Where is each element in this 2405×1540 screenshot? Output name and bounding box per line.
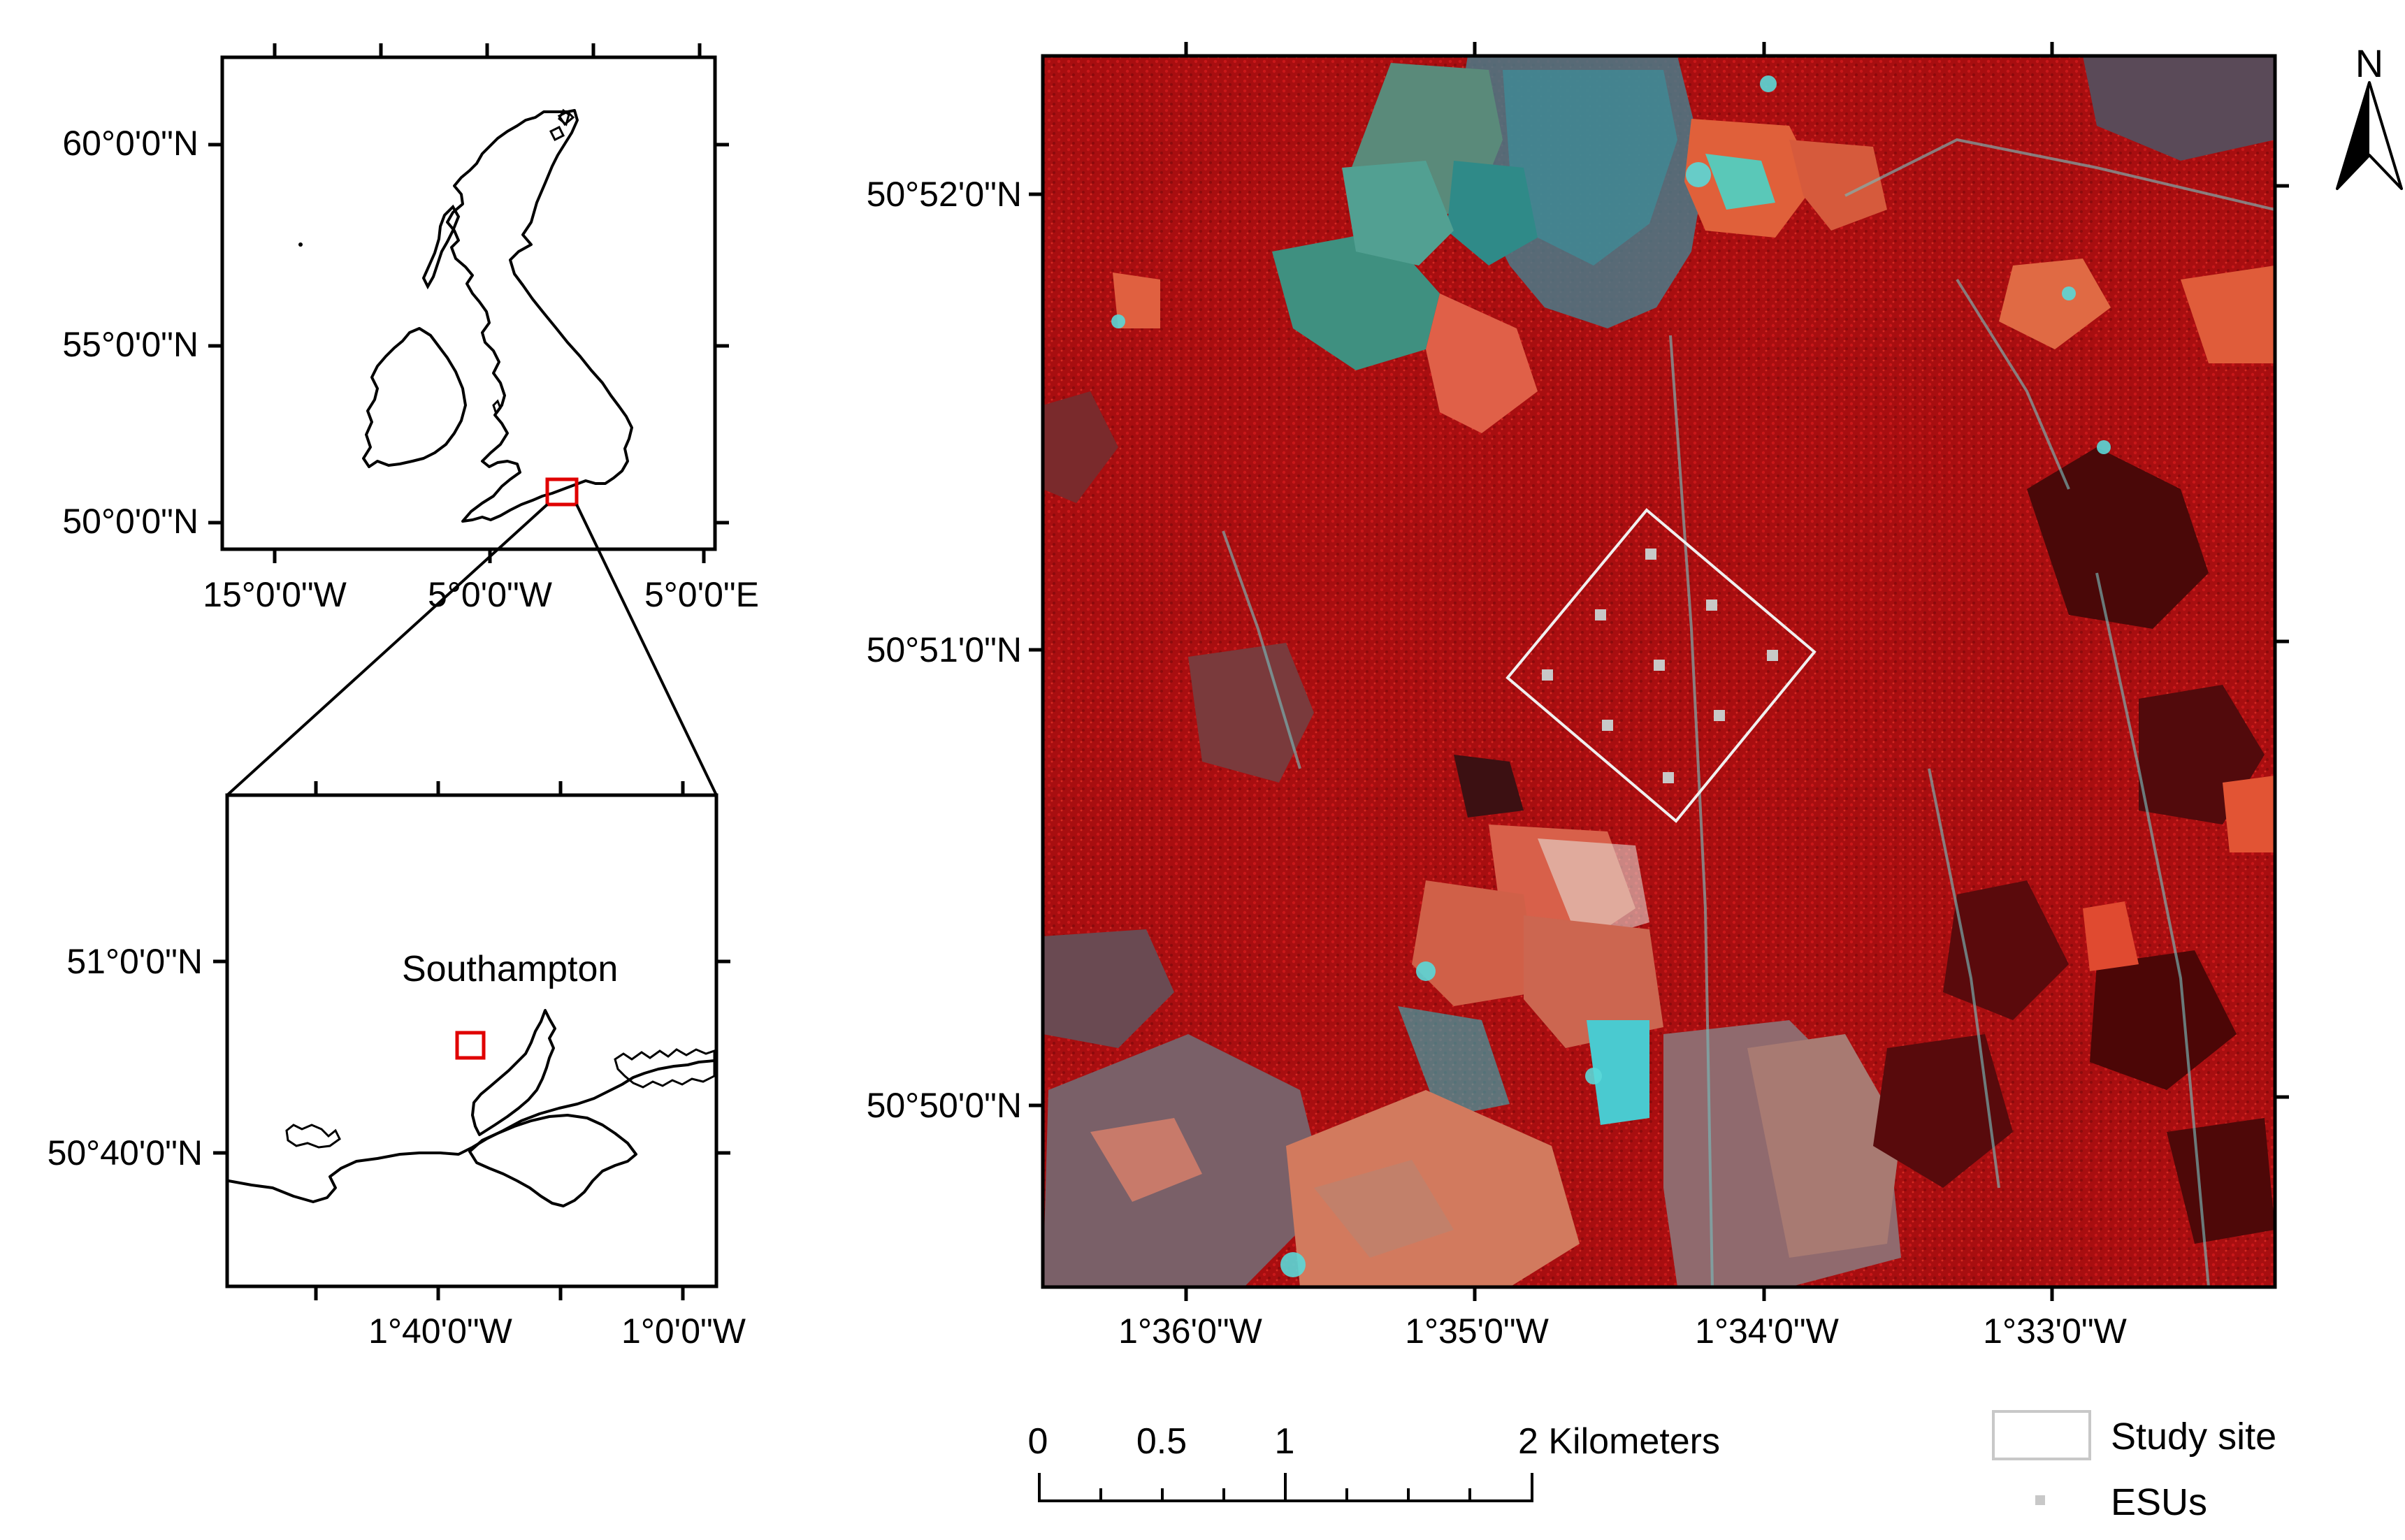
scale-bar-label: 2 Kilometers — [1518, 1421, 1720, 1462]
overview-lat-label: 60°0'0"N — [62, 124, 198, 163]
scale-bar-label: 1 — [1275, 1421, 1295, 1462]
overview-map: 60°0'0"N 55°0'0"N 50°0'0"N 15°0'0"W 5°0'… — [62, 43, 759, 797]
overview-locator-box — [545, 477, 579, 507]
esu-marker — [1602, 720, 1613, 731]
study-lat-label: 50°52'0"N — [867, 175, 1022, 214]
overview-lon-label: 5°0'0"E — [644, 575, 759, 614]
portsmouth-harbour-outline — [614, 1048, 716, 1089]
regional-lat-label: 50°40'0"N — [48, 1133, 203, 1172]
legend-study-site-symbol — [1992, 1410, 2091, 1460]
regional-map-frame — [225, 793, 718, 1288]
isle-of-man-outline — [492, 399, 502, 416]
legend-esu-symbol — [2035, 1495, 2045, 1505]
regional-ticks — [213, 781, 730, 1300]
study-lat-label: 50°51'0"N — [867, 630, 1022, 669]
esu-marker — [1663, 772, 1674, 783]
study-map-ticks — [1029, 42, 2289, 1301]
false-color-imagery — [1043, 56, 2275, 1287]
esu-markers — [1542, 549, 1778, 783]
isle-of-wight-outline — [468, 1114, 637, 1207]
hebrides-outline — [421, 204, 461, 290]
overview-lon-label: 15°0'0"W — [203, 575, 347, 614]
esu-marker — [1714, 710, 1725, 721]
ireland-outline — [362, 327, 467, 468]
esu-marker — [1654, 660, 1665, 671]
overview-lat-label: 50°0'0"N — [62, 502, 198, 541]
great-britain-outline — [446, 109, 633, 523]
north-arrow-label: N — [2355, 41, 2383, 85]
southampton-label: Southampton — [402, 949, 618, 989]
esu-marker — [1706, 600, 1717, 611]
regional-lon-label: 1°0'0"W — [621, 1312, 746, 1351]
legend-study-site-label: Study site — [2111, 1416, 2276, 1458]
esu-marker — [1645, 549, 1656, 560]
lymington-inlets — [285, 1124, 341, 1149]
overview-lat-label: 55°0'0"N — [62, 325, 198, 364]
overview-lon-label: 5°0'0"W — [428, 575, 553, 614]
study-lon-label: 1°34'0"W — [1695, 1312, 1840, 1351]
study-lon-label: 1°33'0"W — [1983, 1312, 2128, 1351]
study-lon-label: 1°35'0"W — [1405, 1312, 1550, 1351]
north-arrow-icon: N — [2336, 41, 2403, 190]
regional-locator-box — [455, 1031, 486, 1060]
esu-marker — [1542, 669, 1553, 681]
regional-lat-label: 51°0'0"N — [66, 942, 203, 981]
study-lat-label: 50°50'0"N — [867, 1086, 1022, 1125]
legend-esu-label: ESUs — [2111, 1481, 2207, 1523]
study-site-boundary — [1505, 508, 1817, 823]
locator-connector-left — [226, 503, 549, 797]
study-lon-label: 1°36'0"W — [1118, 1312, 1263, 1351]
scale-bar: 0 0.5 1 2 Kilometers — [1028, 1421, 1720, 1502]
regional-lon-label: 1°40'0"W — [368, 1312, 513, 1351]
shetland-outline — [558, 108, 570, 126]
overview-map-frame — [220, 55, 717, 551]
study-map-frame — [1041, 54, 2277, 1289]
esu-marker — [1767, 650, 1778, 661]
study-area-map: 50°52'0"N 50°51'0"N 50°50'0"N 1°36'0"W 1… — [867, 42, 2289, 1351]
esu-marker — [1595, 609, 1606, 620]
overview-top-ticks — [208, 43, 729, 563]
scale-bar-label: 0.5 — [1136, 1421, 1187, 1462]
southampton-water-outline — [471, 1009, 556, 1136]
legend: Study site ESUs — [1992, 1410, 2276, 1523]
scale-bar-label: 0 — [1028, 1421, 1048, 1462]
locator-connector-right — [575, 504, 718, 796]
rockall-point — [298, 242, 303, 247]
regional-map: Southampton 51°0'0"N 50°40'0"N 1°40'0"W … — [48, 781, 746, 1351]
